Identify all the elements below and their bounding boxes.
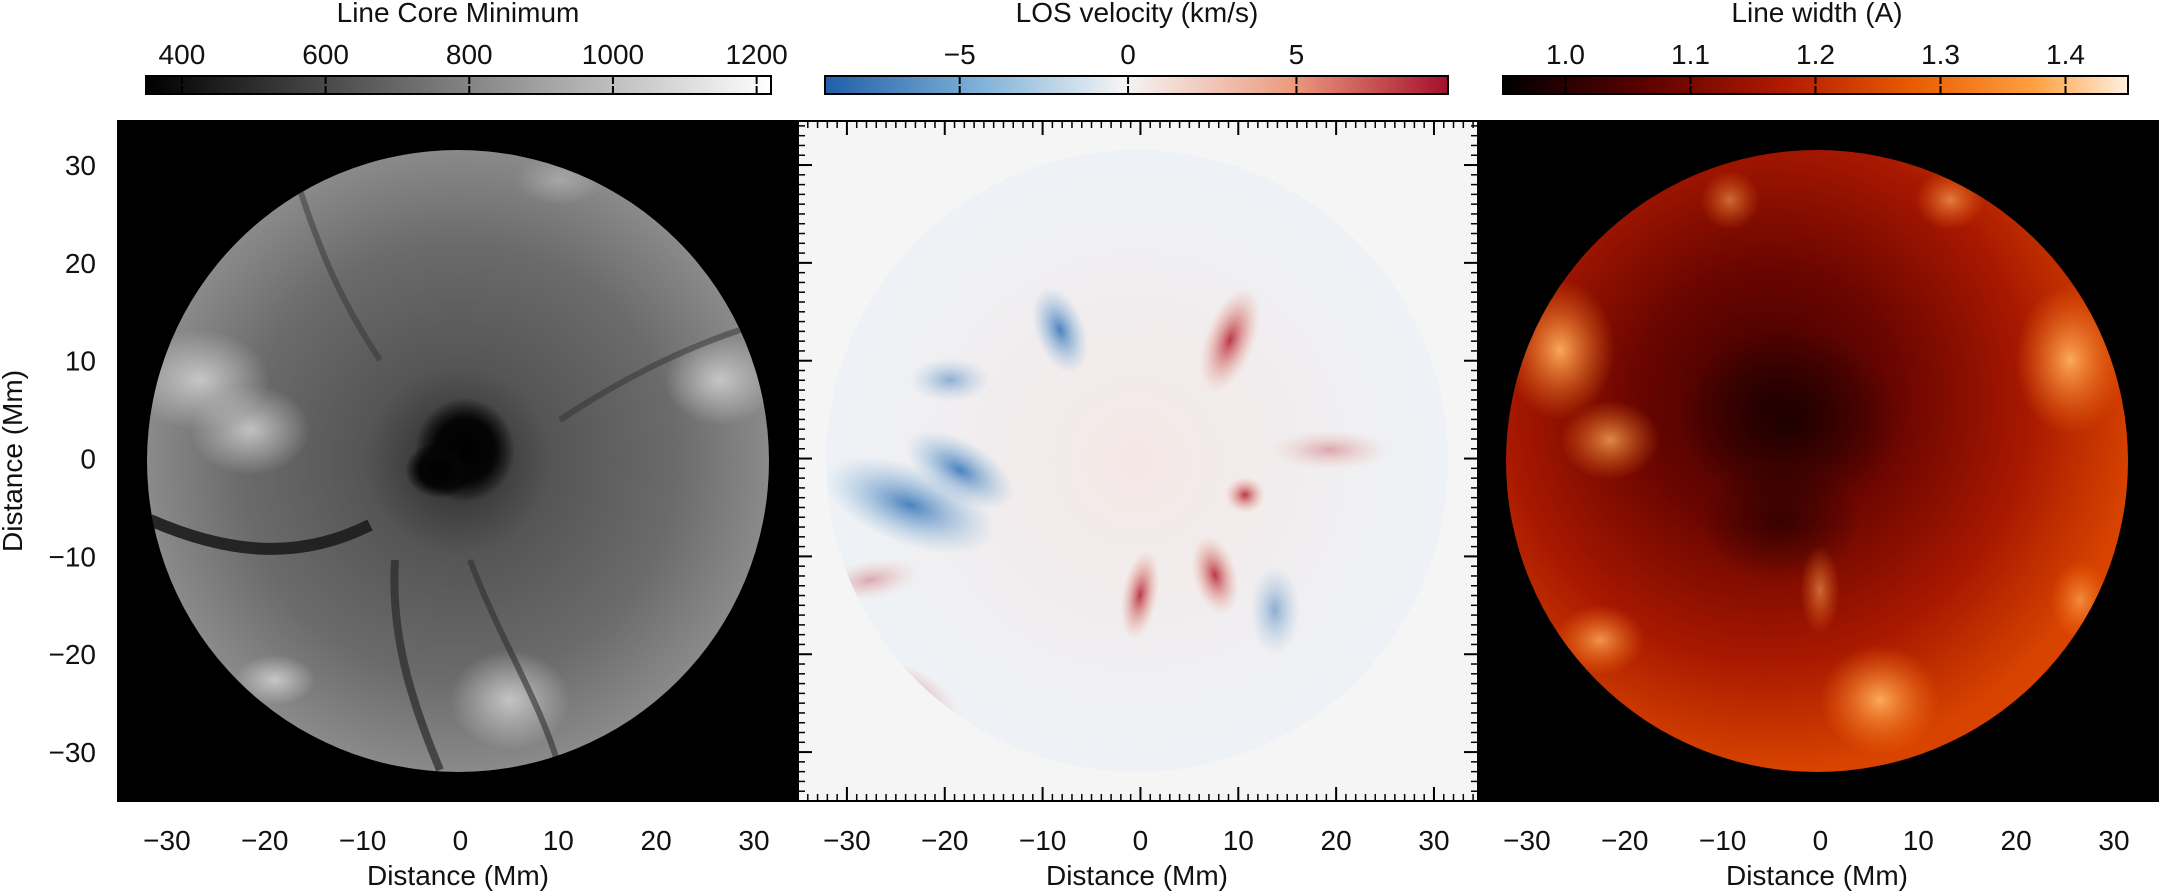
- panel-3-structures: [1506, 170, 2125, 755]
- x-tick-label: 30: [1418, 825, 1449, 856]
- x-tick-label: 10: [1223, 825, 1254, 856]
- x-tick-label: −20: [241, 825, 289, 856]
- x-tick-label: 0: [1813, 825, 1829, 856]
- x-tick-label: −10: [1699, 825, 1747, 856]
- y-tick-label: −20: [49, 639, 97, 670]
- colorbar-title-3: Line width (A): [1731, 0, 1902, 28]
- colorbar-tick-label: −5: [944, 39, 976, 70]
- x-tick-label: −10: [339, 825, 387, 856]
- y-tick-label: 0: [80, 444, 96, 475]
- panel-3-frame: [1477, 120, 2159, 802]
- x-axis-label-1: Distance (Mm): [367, 860, 549, 891]
- x-tick-label: 30: [738, 825, 769, 856]
- x-tick-label: 20: [641, 825, 672, 856]
- colorbar-tick-label: 1.1: [1671, 39, 1710, 70]
- x-axis-label-2: Distance (Mm): [1046, 860, 1228, 891]
- y-axis-label: Distance (Mm): [0, 370, 28, 552]
- x-tick-label: 10: [1903, 825, 1934, 856]
- x-tick-label: −30: [143, 825, 191, 856]
- colorbar-tick-label: 1000: [582, 39, 644, 70]
- y-tick-label: 30: [65, 150, 96, 181]
- colorbar-tick-label: 400: [159, 39, 206, 70]
- x-tick-label: 30: [2098, 825, 2129, 856]
- colorbar-velocity: [824, 75, 1449, 95]
- x-tick-label: −30: [1503, 825, 1551, 856]
- panel-1-structures: [147, 155, 769, 772]
- y-tick-label: 10: [65, 346, 96, 377]
- y-tick-label: −10: [49, 541, 97, 572]
- x-tick-label: 20: [1321, 825, 1352, 856]
- x-tick-label: 0: [1133, 825, 1149, 856]
- panel-los-velocity: [798, 121, 1478, 801]
- x-tick-label: −10: [1019, 825, 1067, 856]
- x-tick-label: 20: [2001, 825, 2032, 856]
- x-axis-label-3: Distance (Mm): [1726, 860, 1908, 891]
- colorbar-tick-label: 0: [1120, 39, 1136, 70]
- colorbar-title-2: LOS velocity (km/s): [1016, 0, 1259, 28]
- x-tick-label: −20: [1601, 825, 1649, 856]
- colorbar-title-1: Line Core Minimum: [337, 0, 580, 28]
- panel-line-core: [118, 121, 798, 801]
- colorbar-tick-label: 600: [302, 39, 349, 70]
- panel-line-width: [1478, 121, 2158, 801]
- colorbar-tick-label: 1.4: [2046, 39, 2085, 70]
- colorbar-tick-label: 5: [1289, 39, 1305, 70]
- x-tick-label: −30: [823, 825, 871, 856]
- colorbar-tick-label: 1.2: [1796, 39, 1835, 70]
- colorbar-tick-label: 1.3: [1921, 39, 1960, 70]
- x-tick-label: −20: [921, 825, 969, 856]
- y-tick-label: 20: [65, 248, 96, 279]
- colorbar-gray: [145, 75, 772, 95]
- x-tick-label: 0: [453, 825, 469, 856]
- colorbar-tick-label: 1.0: [1546, 39, 1585, 70]
- colorbar-tick-label: 800: [446, 39, 493, 70]
- x-tick-label: 10: [543, 825, 574, 856]
- axes: [117, 120, 2159, 802]
- colorbar-tick-label: 1200: [725, 39, 787, 70]
- y-tick-label: −30: [49, 737, 97, 768]
